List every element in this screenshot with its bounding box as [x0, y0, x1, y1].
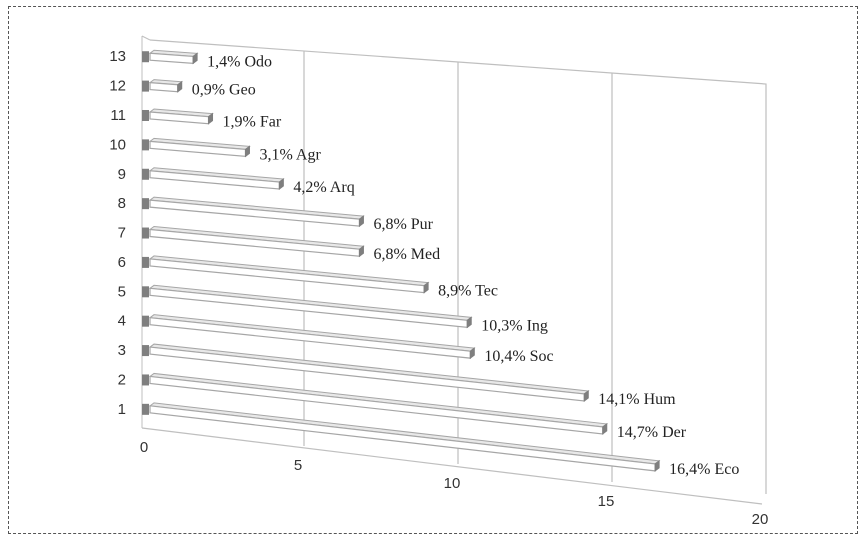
bar-side-block	[142, 315, 149, 327]
data-label-1: 16,4% Eco	[669, 461, 739, 478]
bar-side-block	[142, 345, 149, 357]
bar-side-block	[142, 139, 149, 151]
y-tick-8: 8	[118, 195, 126, 212]
data-label-13: 1,4% Odo	[207, 53, 272, 70]
y-tick-4: 4	[118, 313, 126, 330]
bars	[142, 49, 661, 472]
bar-front-face	[149, 81, 179, 93]
wall-corner	[141, 35, 151, 41]
bar-1	[142, 402, 661, 472]
bar-side-block	[142, 109, 149, 121]
bar-5	[142, 284, 473, 329]
bar-2	[142, 372, 609, 435]
bar-end-cap	[466, 316, 472, 329]
data-label-10: 3,1% Agr	[259, 146, 321, 163]
data-label-9: 4,2% Arq	[293, 179, 354, 196]
x-tick-10: 10	[444, 475, 461, 492]
y-tick-5: 5	[118, 283, 126, 300]
bar-side-block	[142, 80, 149, 92]
bar-side-block	[142, 403, 149, 415]
data-label-4: 10,4% Soc	[484, 348, 553, 365]
bar-side-block	[142, 51, 149, 63]
data-label-12: 0,9% Geo	[192, 82, 256, 99]
data-labels: 16,4% Eco 14,7% Der 14,1% Hum 10,4% Soc 10,3…	[192, 53, 740, 478]
bar-13	[142, 49, 199, 65]
y-tick-9: 9	[118, 166, 126, 183]
floor-edge	[141, 427, 763, 505]
x-tick-20: 20	[752, 511, 769, 528]
bar-8	[142, 196, 365, 228]
wall-outline	[149, 39, 767, 494]
bar-side-block	[142, 374, 149, 386]
y-tick-11: 11	[110, 107, 126, 124]
x-tick-5: 5	[294, 457, 302, 474]
bar-end-cap	[244, 145, 250, 158]
bar-10	[142, 137, 251, 158]
bar-side-block	[142, 227, 149, 239]
bar-end-cap	[358, 245, 364, 258]
bar-end-cap	[654, 459, 660, 472]
y-tick-7: 7	[118, 225, 126, 242]
bar-11	[142, 108, 214, 125]
data-label-7: 6,8% Med	[373, 246, 440, 263]
bar-side-block	[142, 168, 149, 180]
y-tick-12: 12	[109, 78, 126, 95]
y-tick-2: 2	[118, 371, 126, 388]
data-label-3: 14,1% Hum	[598, 391, 676, 408]
bar-12	[142, 79, 184, 93]
bar-end-cap	[469, 347, 475, 360]
bar-end-cap	[278, 178, 284, 191]
data-label-11: 1,9% Far	[223, 114, 282, 131]
data-label-8: 6,8% Pur	[373, 216, 433, 233]
x-axis-ticks: 0 5 10 15 20	[140, 439, 769, 528]
data-label-2: 14,7% Der	[617, 424, 687, 441]
bar-side-block	[142, 286, 149, 298]
bar-side-block	[142, 198, 149, 210]
data-label-6: 8,9% Tec	[438, 283, 498, 300]
bar-end-cap	[583, 389, 589, 402]
bar-end-cap	[177, 80, 183, 93]
y-tick-3: 3	[118, 342, 126, 359]
bar-side-block	[142, 256, 149, 268]
bar-end-cap	[358, 215, 364, 228]
y-tick-10: 10	[109, 136, 126, 153]
data-label-5: 10,3% Ing	[481, 317, 548, 334]
chart-frame	[8, 6, 858, 534]
bar-end-cap	[192, 52, 198, 65]
bar-6	[142, 255, 430, 294]
bar-end-cap	[602, 422, 608, 435]
bar-9	[142, 167, 285, 191]
bar-end-cap	[208, 112, 214, 125]
bar-7	[142, 226, 365, 258]
y-tick-1: 1	[118, 401, 126, 418]
y-tick-13: 13	[109, 48, 126, 65]
x-tick-0: 0	[140, 439, 148, 456]
bar-end-cap	[423, 281, 429, 294]
x-tick-15: 15	[598, 493, 615, 510]
bar-front-face	[149, 258, 425, 294]
y-tick-6: 6	[118, 254, 126, 271]
bar-3	[142, 343, 590, 402]
bar-4	[142, 314, 476, 360]
